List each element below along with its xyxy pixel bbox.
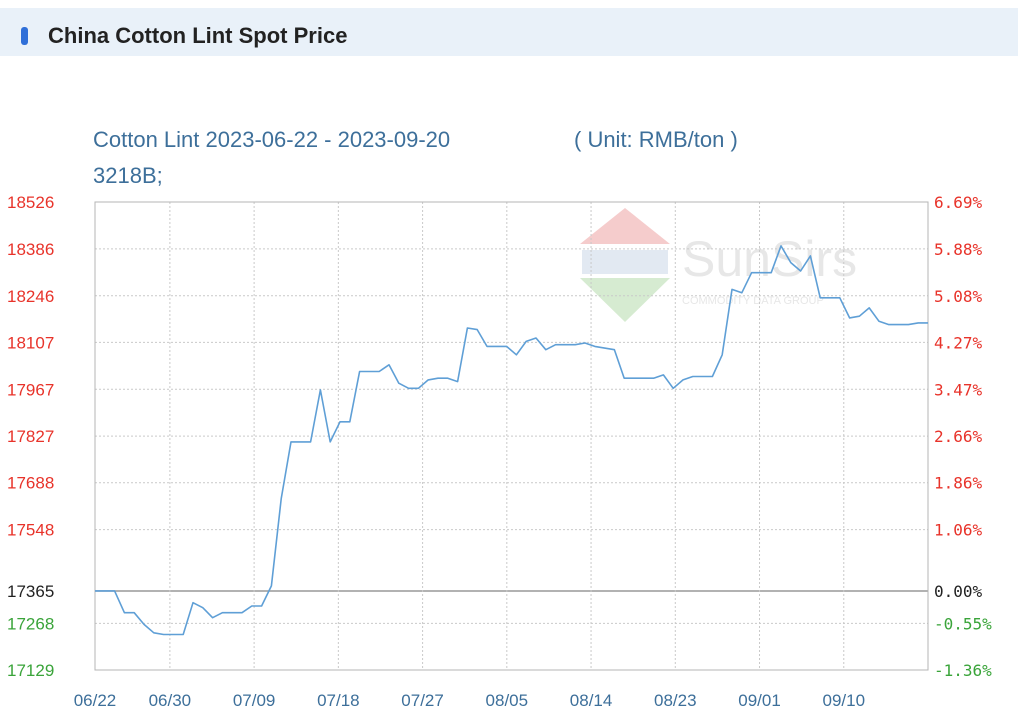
x-tick-label: 06/30	[149, 691, 192, 710]
price-line	[95, 245, 928, 636]
y-tick-label-right: 1.86%	[934, 474, 983, 493]
y-tick-label-right: 4.27%	[934, 333, 983, 352]
y-tick-label-right: 3.47%	[934, 380, 983, 399]
x-tick-label: 07/27	[401, 691, 444, 710]
page-header: China Cotton Lint Spot Price	[0, 8, 1018, 56]
y-tick-label-left: 18526	[7, 193, 54, 212]
x-tick-label: 07/09	[233, 691, 276, 710]
y-tick-label-right: 2.66%	[934, 427, 983, 446]
chart-unit: ( Unit: RMB/ton )	[574, 127, 738, 152]
y-tick-label-right: 0.00%	[934, 582, 983, 601]
x-tick-label: 07/18	[317, 691, 360, 710]
watermark-logo-bottom	[580, 278, 670, 322]
y-tick-label-right: 1.06%	[934, 521, 983, 540]
x-tick-label: 09/10	[822, 691, 865, 710]
x-tick-label: 08/05	[486, 691, 529, 710]
y-tick-label-left: 18386	[7, 240, 54, 259]
chart-title: Cotton Lint 2023-06-22 - 2023-09-20	[93, 127, 450, 152]
watermark-logo-top	[580, 208, 670, 244]
y-tick-label-left: 17967	[7, 380, 54, 399]
x-tick-label: 08/14	[570, 691, 613, 710]
y-tick-label-left: 18246	[7, 287, 54, 306]
plot-area-border	[94, 201, 929, 671]
y-tick-label-left: 17365	[7, 582, 54, 601]
series-layer	[95, 245, 928, 636]
x-tick-label: 09/01	[738, 691, 781, 710]
header-marker	[21, 27, 28, 45]
chart-grid	[95, 202, 928, 670]
axis-labels: 18526 6.69% 18386 5.88% 18246 5.08% 18107 4.27%…	[7, 193, 992, 710]
y-tick-label-right: 5.08%	[934, 287, 983, 306]
watermark-brand: SunSirs	[682, 231, 857, 287]
y-tick-label-right: 5.88%	[934, 240, 983, 259]
y-tick-label-left: 17548	[7, 521, 54, 540]
y-tick-label-left: 17268	[7, 614, 54, 633]
watermark-logo-band	[582, 250, 668, 274]
page-title: China Cotton Lint Spot Price	[48, 23, 348, 48]
chart-subtitle: 3218B;	[93, 163, 163, 188]
x-tick-label: 08/23	[654, 691, 697, 710]
watermark-tagline: COMMODITY DATA GROUP	[682, 295, 824, 307]
y-tick-label-right: -0.55%	[934, 614, 992, 633]
y-tick-label-right: 6.69%	[934, 193, 983, 212]
y-tick-label-left: 17827	[7, 427, 54, 446]
x-tick-label: 06/22	[74, 691, 117, 710]
sunsirs-watermark: SunSirs COMMODITY DATA GROUP	[580, 208, 857, 322]
y-tick-label-left: 17129	[7, 661, 54, 680]
y-tick-label-left: 18107	[7, 333, 54, 352]
y-tick-label-left: 17688	[7, 474, 54, 493]
y-tick-label-right: -1.36%	[934, 661, 992, 680]
